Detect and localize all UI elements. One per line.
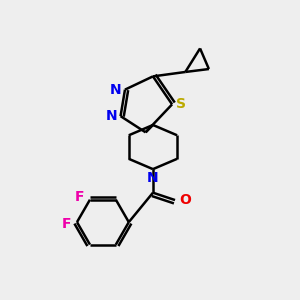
Text: F: F	[75, 190, 85, 204]
Text: O: O	[179, 193, 191, 207]
Text: N: N	[147, 171, 159, 184]
Text: N: N	[110, 82, 122, 97]
Text: S: S	[176, 98, 186, 111]
Text: F: F	[62, 217, 72, 231]
Text: N: N	[105, 109, 117, 123]
